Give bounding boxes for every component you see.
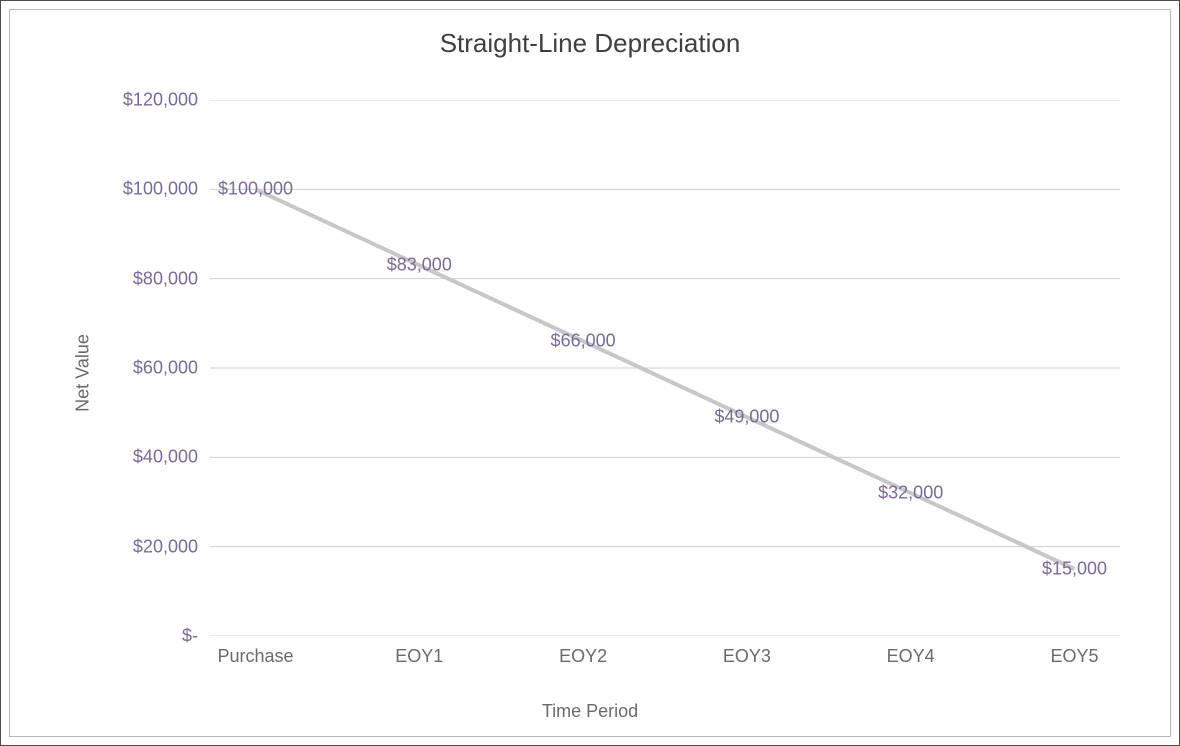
x-axis-label: Time Period bbox=[10, 701, 1170, 722]
x-tick-label: Purchase bbox=[217, 646, 293, 667]
y-axis-label: Net Value bbox=[72, 334, 93, 412]
plot-svg bbox=[210, 100, 1120, 636]
y-tick-label: $80,000 bbox=[133, 268, 198, 289]
x-tick-label: EOY1 bbox=[395, 646, 443, 667]
chart-title: Straight-Line Depreciation bbox=[10, 28, 1170, 59]
x-tick-label: EOY2 bbox=[559, 646, 607, 667]
y-tick-label: $100,000 bbox=[123, 179, 198, 200]
y-tick-label: $120,000 bbox=[123, 90, 198, 111]
x-tick-label: EOY4 bbox=[887, 646, 935, 667]
y-tick-label: $40,000 bbox=[133, 447, 198, 468]
x-tick-label: EOY5 bbox=[1050, 646, 1098, 667]
chart-inner-frame: Straight-Line Depreciation Net Value Tim… bbox=[9, 9, 1171, 737]
series-line bbox=[256, 189, 1075, 569]
chart-outer-frame: Straight-Line Depreciation Net Value Tim… bbox=[0, 0, 1180, 746]
plot-area: $-$20,000$40,000$60,000$80,000$100,000$1… bbox=[210, 100, 1120, 636]
y-tick-label: $20,000 bbox=[133, 536, 198, 557]
y-tick-label: $- bbox=[182, 626, 198, 647]
x-tick-label: EOY3 bbox=[723, 646, 771, 667]
y-tick-label: $60,000 bbox=[133, 358, 198, 379]
gridlines bbox=[210, 100, 1120, 636]
